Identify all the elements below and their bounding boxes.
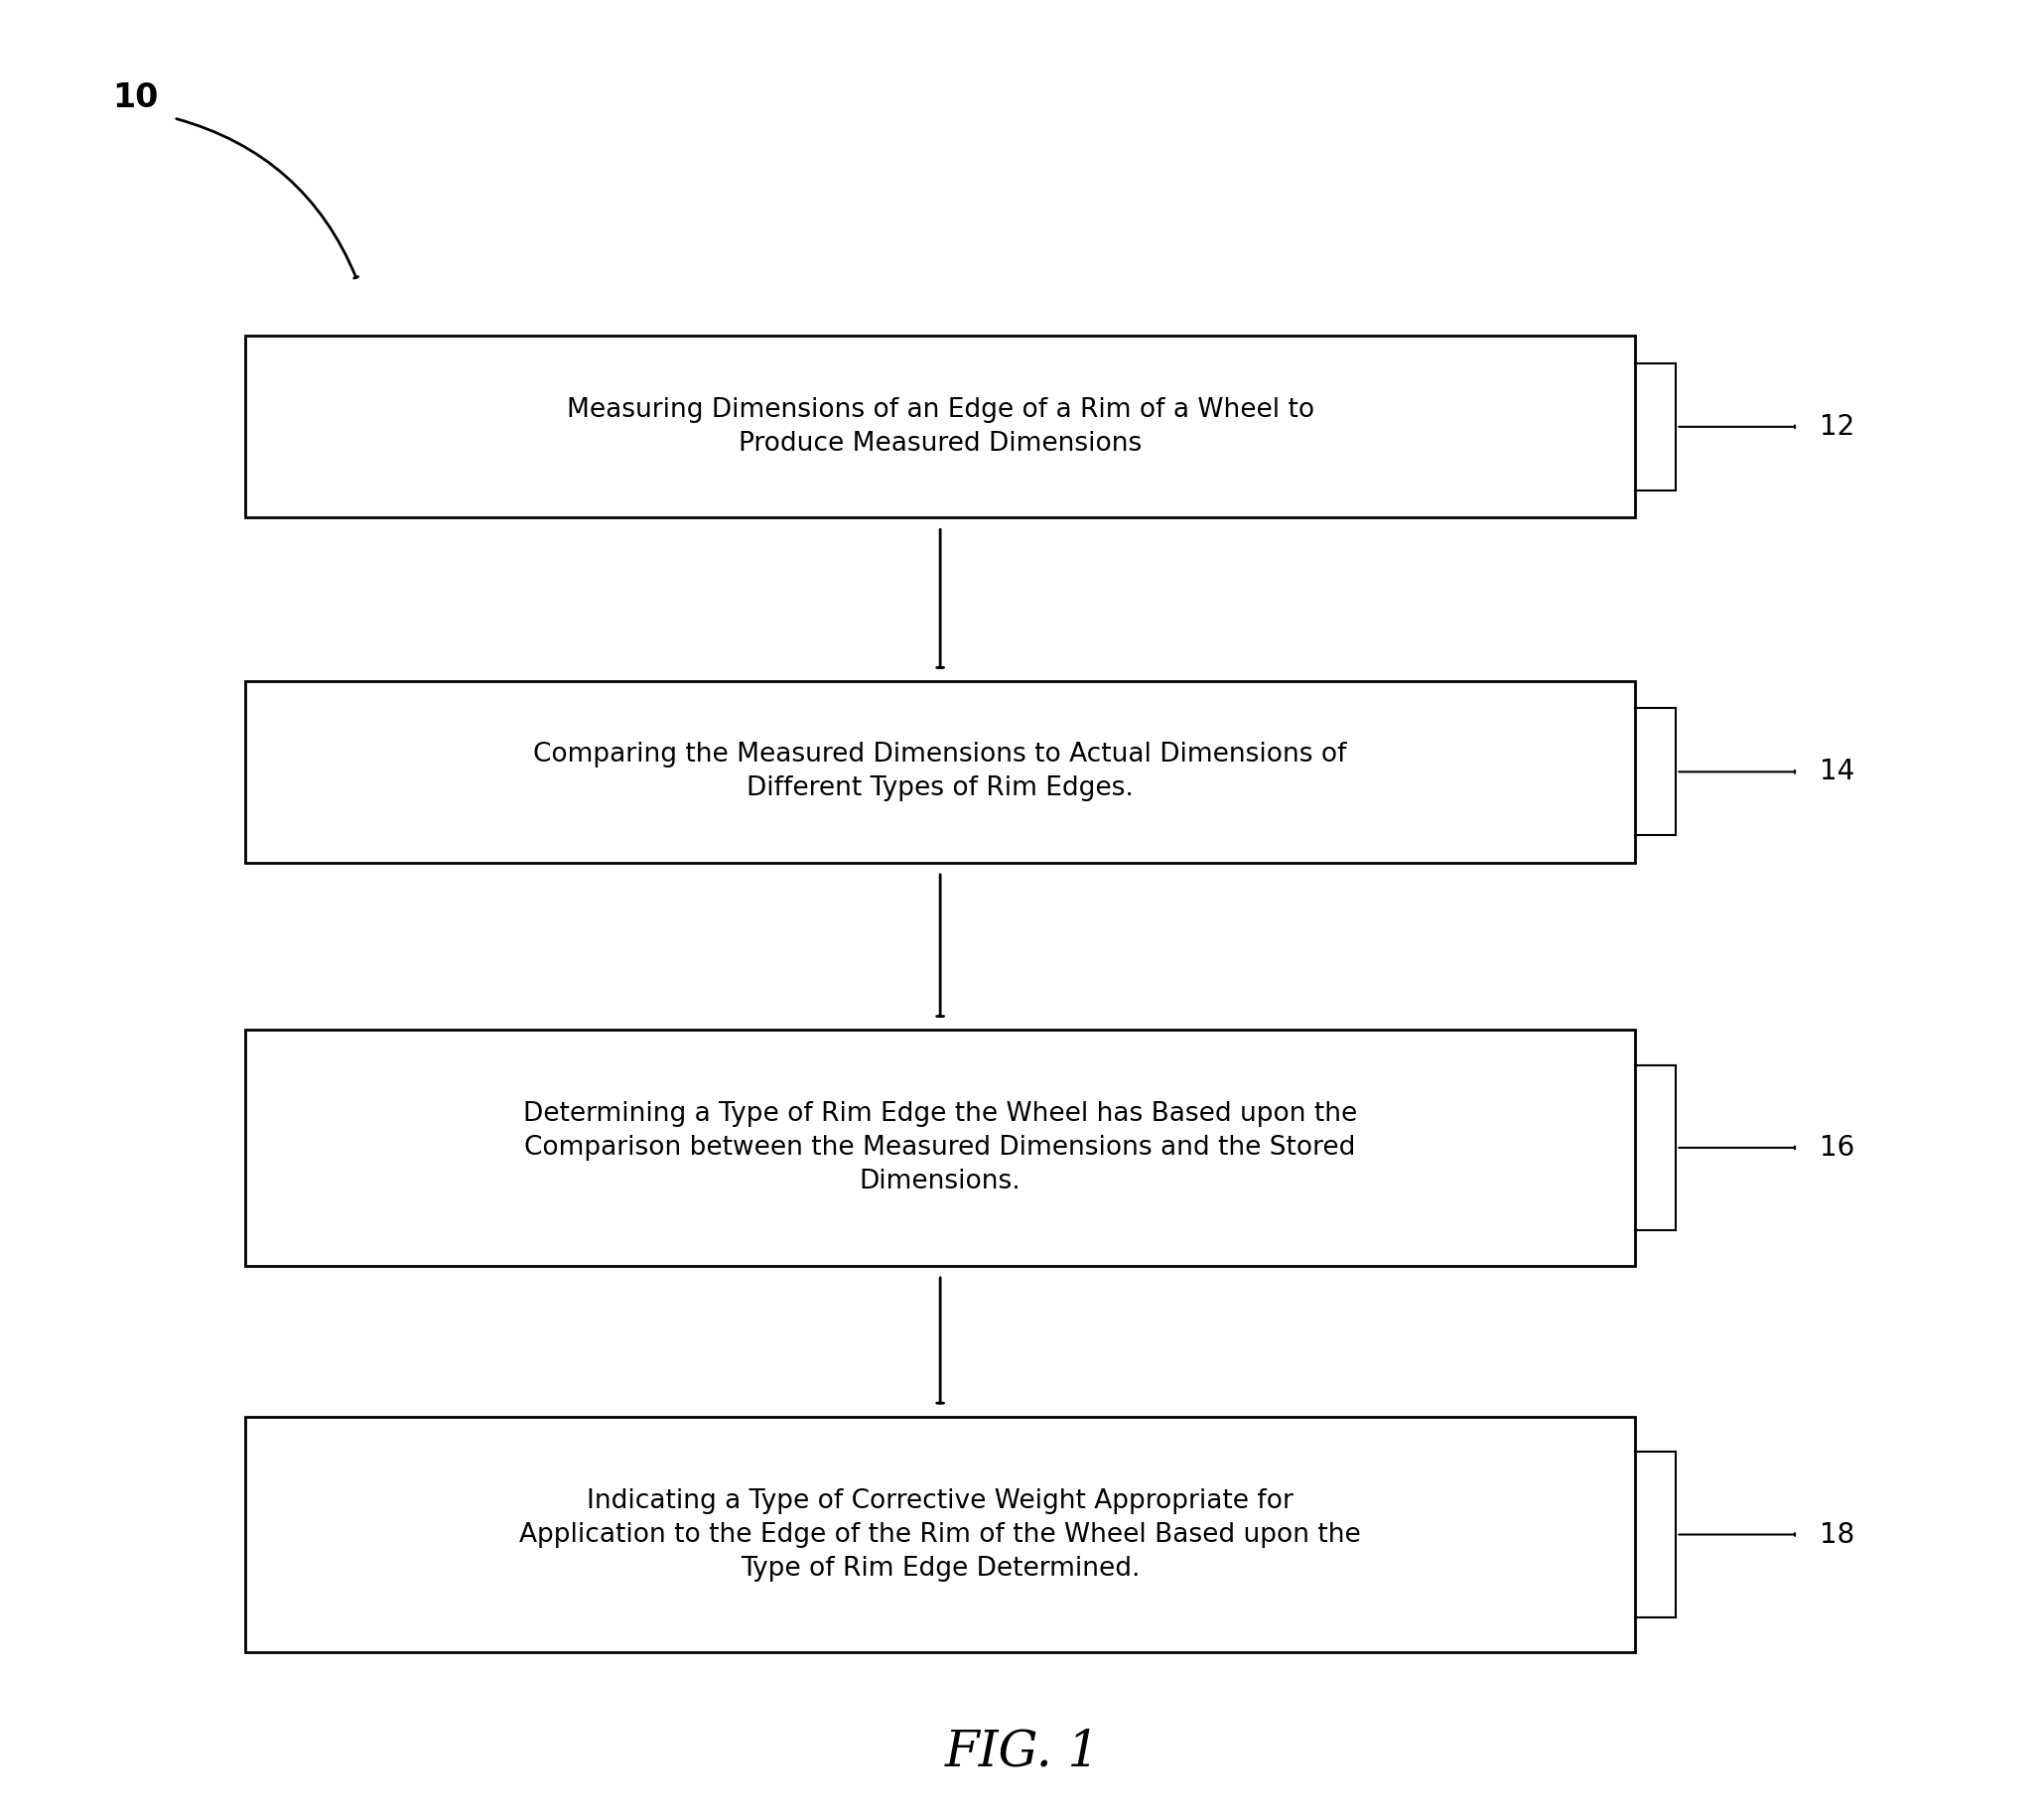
Text: 14: 14: [1819, 757, 1854, 786]
FancyBboxPatch shape: [245, 336, 1635, 518]
FancyBboxPatch shape: [245, 1416, 1635, 1653]
FancyBboxPatch shape: [245, 681, 1635, 863]
FancyBboxPatch shape: [245, 1030, 1635, 1266]
Text: Indicating a Type of Corrective Weight Appropriate for
Application to the Edge o: Indicating a Type of Corrective Weight A…: [519, 1487, 1361, 1582]
Text: 18: 18: [1819, 1520, 1854, 1549]
Text: Determining a Type of Rim Edge the Wheel has Based upon the
Comparison between t: Determining a Type of Rim Edge the Wheel…: [523, 1100, 1357, 1195]
Text: Measuring Dimensions of an Edge of a Rim of a Wheel to
Produce Measured Dimensio: Measuring Dimensions of an Edge of a Rim…: [566, 398, 1314, 456]
Text: Comparing the Measured Dimensions to Actual Dimensions of
Different Types of Rim: Comparing the Measured Dimensions to Act…: [533, 743, 1347, 801]
Text: 16: 16: [1819, 1133, 1854, 1162]
Text: 12: 12: [1819, 412, 1854, 441]
Text: 10: 10: [112, 82, 159, 114]
Text: FIG. 1: FIG. 1: [944, 1727, 1100, 1778]
